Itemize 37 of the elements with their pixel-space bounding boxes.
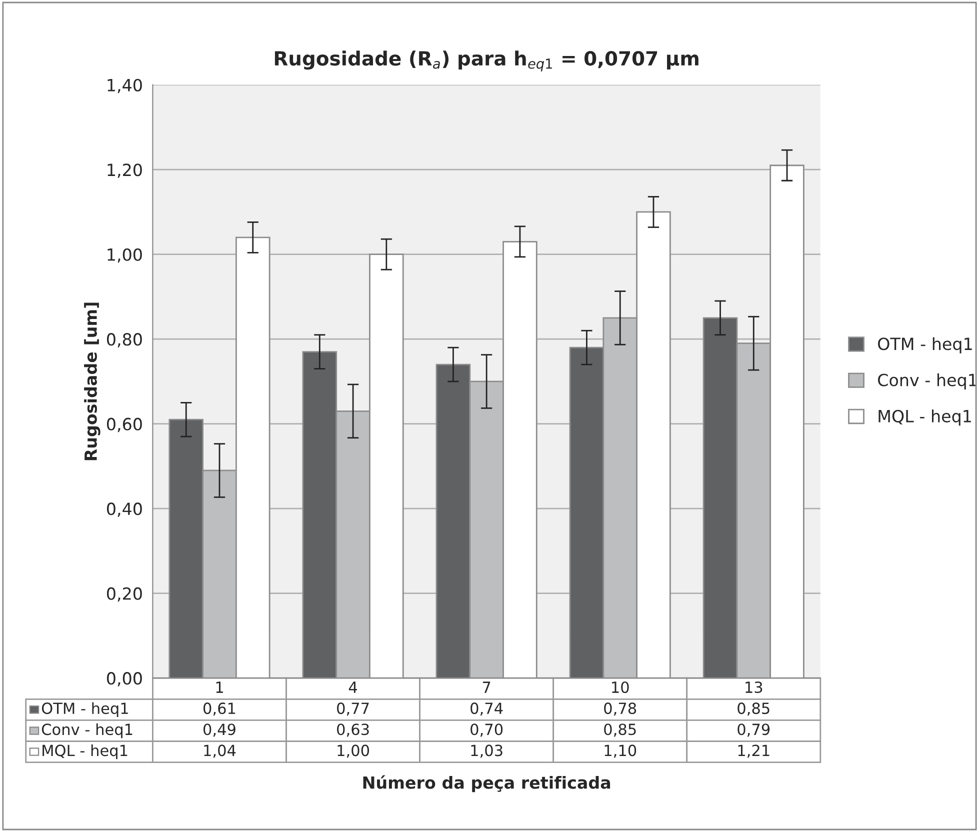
legend-label: MQL - heq1	[878, 410, 971, 426]
data-label: 0,70	[470, 724, 503, 737]
y-tick-label: 0,40	[106, 502, 142, 517]
x-tick-label: 7	[482, 682, 490, 693]
y-tick-label: 0,00	[106, 672, 142, 686]
legend-label: OTM - heq1	[42, 702, 128, 718]
text: MQL - heq1	[42, 744, 128, 760]
text: OTM - heq1	[878, 337, 972, 354]
data-label: 1,03	[471, 744, 502, 758]
data-label: 1,21	[738, 744, 770, 758]
data-label: 0,49	[203, 724, 236, 737]
y-tick-label: 1,40	[108, 78, 142, 94]
data-label: 0,85	[738, 702, 770, 716]
data-label: 0,74	[470, 702, 503, 716]
data-label: 0,61	[203, 702, 236, 716]
data-label: 0,79	[738, 724, 770, 737]
y-tick-label: 1,00	[108, 248, 142, 263]
y-tick-label: 0,80	[106, 333, 142, 348]
x-tick-label: 13	[746, 681, 762, 694]
x-tick-label: 10	[612, 681, 629, 694]
y-axis-title: Rugosidade [um]	[84, 302, 100, 460]
y-tick-label: 1,20	[108, 164, 142, 178]
data-label: 0,78	[604, 702, 636, 716]
x-tick-label: 1	[216, 682, 223, 693]
text: Conv - heq1	[878, 373, 976, 390]
x-tick-label: 4	[348, 682, 358, 693]
data-label: 1,10	[604, 744, 636, 758]
data-label: 0,77	[337, 702, 369, 716]
data-label: 0,85	[604, 724, 636, 737]
data-label: 1,00	[338, 744, 370, 758]
data-label: 0,63	[337, 724, 369, 737]
data-label: 1,04	[204, 744, 236, 758]
y-tick-label: 0,60	[106, 418, 142, 432]
chart-title: Rugosidade (R$_{a}$) para h$_{eq1}$ = 0,0707 μm	[274, 50, 698, 72]
legend-label: Conv - heq1	[42, 723, 132, 738]
y-tick-label: 0,20	[106, 587, 142, 602]
x-axis-title: Número da peça retificada	[363, 775, 610, 792]
